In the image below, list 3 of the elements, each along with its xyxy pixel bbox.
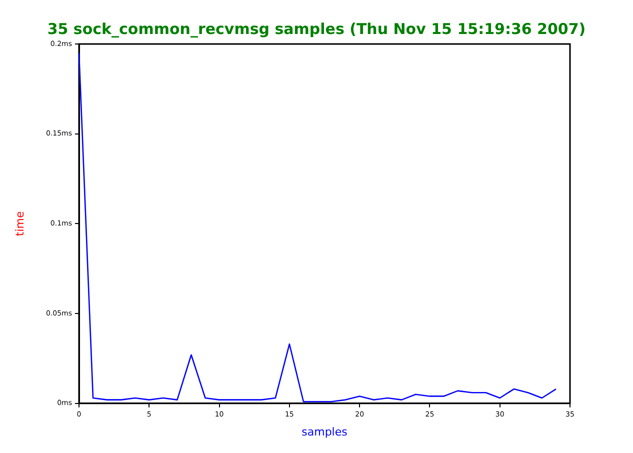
x-axis-title: samples bbox=[302, 425, 348, 438]
chart-title: 35 sock_common_recvmsg samples (Thu Nov 15 15:19:36 2007) bbox=[46, 20, 587, 38]
y-axis-title: time bbox=[13, 211, 26, 236]
